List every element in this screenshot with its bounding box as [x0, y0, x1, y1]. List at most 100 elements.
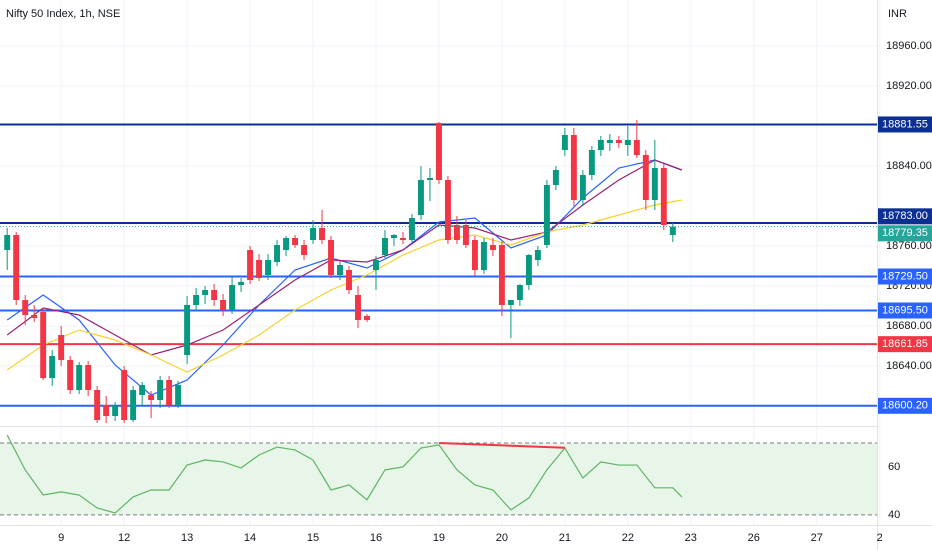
y-tick-label: 18680.00 [886, 320, 932, 332]
candle-body [103, 405, 110, 416]
candle-body [480, 242, 487, 270]
candle-body [58, 335, 65, 360]
candle-body [211, 290, 218, 300]
candle-body [175, 385, 182, 405]
price-label: 18600.20 [882, 400, 928, 412]
candle-body [534, 250, 541, 260]
candle-body [202, 290, 209, 295]
candle-body [606, 140, 613, 143]
candle-body [417, 180, 424, 215]
candle-body [382, 238, 388, 255]
price-label: 18729.50 [882, 270, 928, 282]
candle-body [157, 380, 164, 400]
rsi-pane [0, 434, 877, 516]
candle-body [40, 312, 47, 378]
candle-body [229, 285, 236, 310]
x-tick-label: 13 [181, 532, 193, 544]
x-tick-label: 20 [496, 532, 508, 544]
candle-body [112, 406, 119, 416]
y-tick-label: 18960.00 [886, 40, 932, 52]
price-label-box [878, 268, 932, 285]
candle-body [651, 168, 658, 200]
candle-body [238, 282, 245, 285]
candle-body [265, 260, 272, 275]
candle-body [453, 225, 460, 240]
candle-body [346, 270, 352, 290]
x-tick-label: 16 [370, 532, 382, 544]
candle-body [67, 360, 74, 390]
candle-body [615, 140, 622, 143]
price-label: 18661.85 [882, 338, 928, 350]
candle-body [364, 316, 370, 320]
x-tick-label: 23 [685, 532, 697, 544]
price-label: 18695.50 [882, 304, 928, 316]
divergence-line [438, 441, 565, 449]
y-tick-label: 60 [888, 461, 900, 473]
x-tick-label: 22 [622, 532, 634, 544]
candle-body [337, 265, 343, 275]
candle-body [462, 225, 469, 245]
candle-body [426, 178, 433, 180]
price-label: 18881.55 [882, 118, 928, 130]
candle-body [148, 395, 155, 400]
price-label: 18779.35 [882, 227, 928, 239]
x-tick-label: 9 [58, 532, 64, 544]
candle-body [139, 385, 146, 395]
y-tick-label: 18640.00 [886, 360, 932, 372]
candle-body [507, 300, 514, 305]
candle-body [471, 240, 478, 270]
x-tick-label: 15 [307, 532, 319, 544]
candle-body [543, 185, 550, 245]
price-label-box [878, 336, 932, 353]
candle-body [13, 235, 20, 300]
candle-body [435, 123, 442, 180]
x-tick-label: 27 [811, 532, 823, 544]
x-tick-label: 19 [433, 532, 445, 544]
grid [0, 0, 881, 525]
panes [0, 120, 877, 516]
candle-body [310, 228, 316, 240]
candle-body [166, 380, 173, 405]
candle-body [4, 235, 11, 250]
x-tick-label: 14 [244, 532, 256, 544]
candle-body [292, 238, 299, 245]
y-tick-label: 40 [888, 509, 900, 521]
candle-body [283, 238, 290, 250]
candle-body [516, 285, 523, 300]
candle-body [588, 150, 595, 175]
candle-body [130, 390, 137, 420]
candle-body [400, 238, 406, 240]
candle-body [328, 240, 334, 275]
moving-average-line [6, 159, 683, 396]
candle-body [220, 300, 227, 310]
candle-body [552, 170, 559, 185]
chart-title: Nifty 50 Index, 1h, NSE [6, 8, 120, 20]
candle-body [184, 305, 191, 355]
y-tick-label: 18920.00 [886, 80, 932, 92]
price-label-box [878, 116, 932, 133]
candle-body [319, 228, 325, 240]
candle-body [597, 140, 604, 150]
candle-body [355, 295, 361, 320]
price-label-box [878, 208, 932, 225]
candle-body [373, 260, 379, 270]
candle-body [570, 135, 577, 200]
y-tick-label: 18840.00 [886, 160, 932, 172]
candle-body [247, 250, 254, 280]
x-tick-label: 2 [877, 532, 883, 544]
candle-body [301, 245, 307, 255]
x-tick-label: 26 [748, 532, 760, 544]
price-label: 18783.00 [882, 210, 928, 222]
currency-label: INR [888, 8, 907, 20]
price-label-box [878, 302, 932, 319]
rsi-line [6, 434, 683, 514]
axes: 9 12 13 14 15 16 19 20 21 22 23 26 27 2 18960.00 18920.… [58, 40, 932, 544]
x-tick-label: 21 [559, 532, 571, 544]
candle-body [408, 218, 415, 240]
rsi-band [0, 442, 877, 515]
price-label-box [878, 397, 932, 414]
candle-body [660, 168, 667, 225]
candle-body [274, 245, 281, 262]
candle-body [444, 180, 451, 240]
